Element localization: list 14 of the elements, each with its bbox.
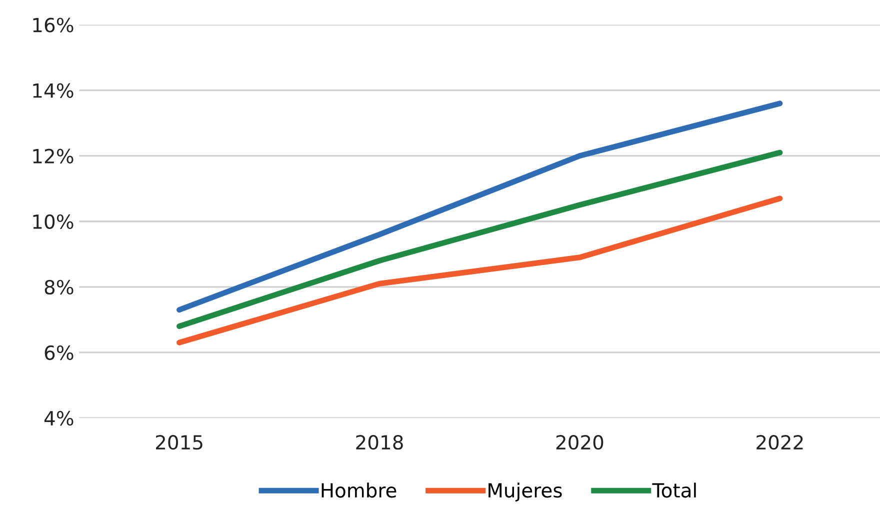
y-tick-label: 16%: [33, 18, 74, 32]
x-tick-label: 2022: [756, 434, 803, 450]
legend-label: Mujeres: [488, 482, 562, 502]
y-tick-label: 12%: [33, 148, 74, 164]
y-tick-label: 8%: [44, 280, 74, 295]
x-tick-label: 2015: [156, 434, 202, 450]
legend-label: Hombre: [322, 482, 396, 498]
legend-label: Total: [652, 482, 696, 498]
y-tick-label: 10%: [33, 214, 74, 230]
y-tick-label: 14%: [33, 83, 74, 98]
y-tick-label: 6%: [44, 345, 74, 360]
y-tick-label: 4%: [44, 410, 74, 426]
x-tick-label: 2018: [356, 434, 403, 450]
x-tick-label: 2020: [556, 434, 604, 450]
